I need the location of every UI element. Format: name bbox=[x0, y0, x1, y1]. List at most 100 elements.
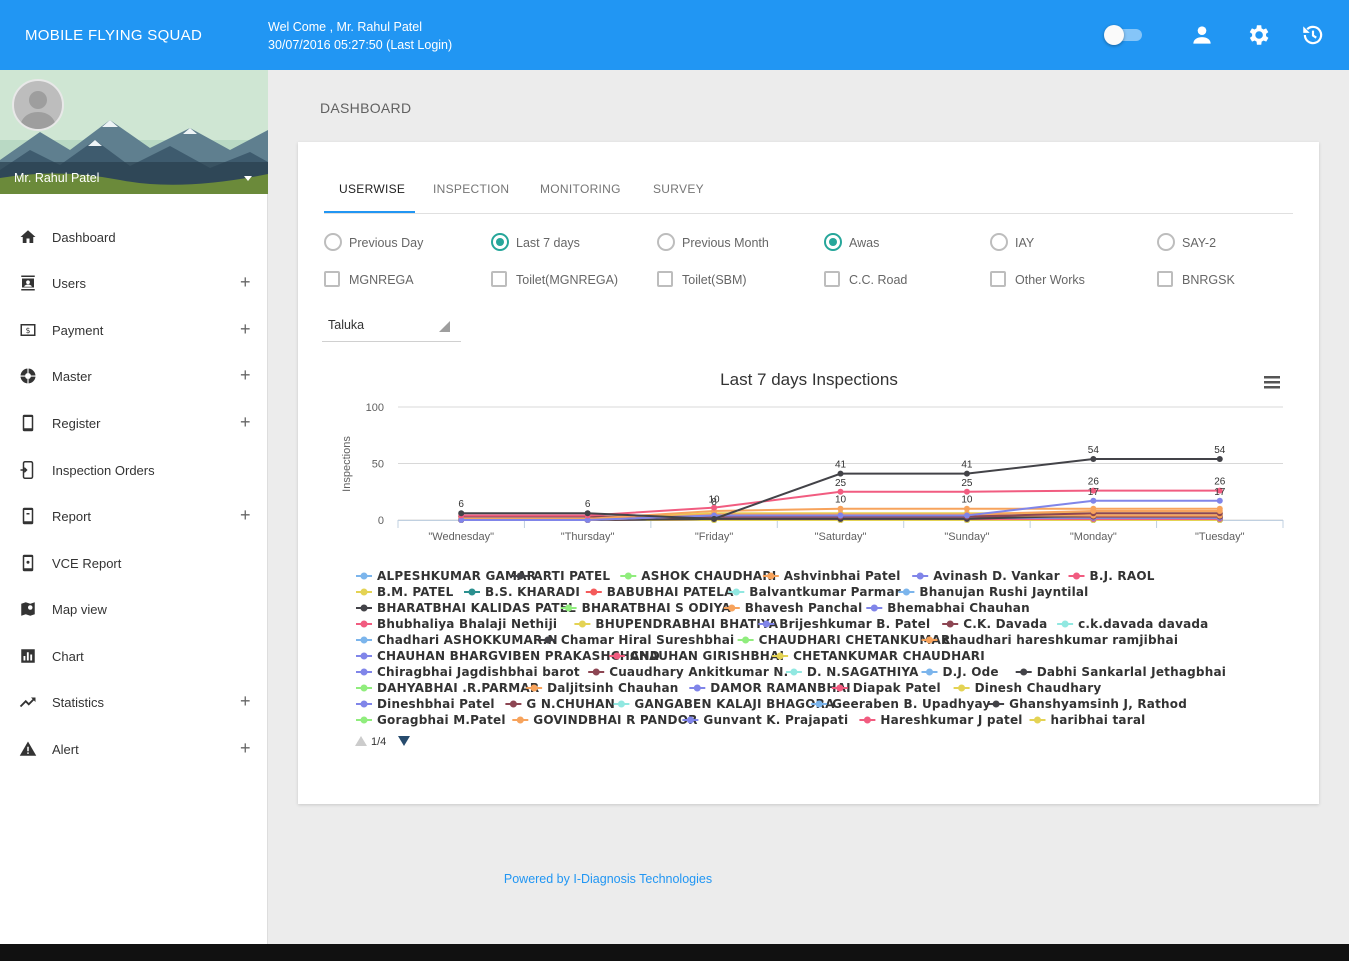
legend-swatch-marker bbox=[836, 684, 844, 692]
data-label: 6 bbox=[585, 499, 591, 510]
sidebar-item-payment[interactable]: $ Payment + bbox=[0, 307, 268, 353]
sidebar-item-inspection-orders[interactable]: Inspection Orders bbox=[0, 447, 268, 493]
legend-item-label: C.K. Davada bbox=[963, 617, 1047, 631]
sidebar-item-map-view[interactable]: Map view bbox=[0, 586, 268, 632]
radio-label: Last 7 days bbox=[516, 236, 580, 250]
expand-plus-icon[interactable]: + bbox=[240, 412, 251, 432]
sidebar-item-vce-report[interactable]: VCE Report bbox=[0, 540, 268, 586]
expand-plus-icon[interactable]: + bbox=[240, 691, 251, 711]
legend-swatch-marker bbox=[516, 572, 524, 580]
legend-item-label: Dinesh Chaudhary bbox=[975, 681, 1102, 695]
legend-swatch-marker bbox=[1034, 716, 1041, 724]
data-point bbox=[837, 488, 844, 495]
radio-label: SAY-2 bbox=[1182, 236, 1217, 250]
sidebar-item-master[interactable]: Master + bbox=[0, 353, 268, 399]
sidebar-item-chart[interactable]: Chart bbox=[0, 633, 268, 679]
legend-item-label: DAMOR RAMANBHAI bbox=[710, 681, 851, 695]
expand-plus-icon[interactable]: + bbox=[240, 505, 251, 525]
x-tick-label: "Friday" bbox=[695, 531, 733, 543]
legend-swatch-marker bbox=[360, 684, 368, 692]
data-point bbox=[584, 517, 591, 523]
data-point bbox=[963, 512, 970, 519]
hamburger-menu-icon[interactable] bbox=[1264, 376, 1280, 389]
expand-plus-icon[interactable]: + bbox=[240, 738, 251, 758]
welcome-text: Wel Come , Mr. Rahul Patel bbox=[268, 20, 422, 34]
radio-circle bbox=[990, 233, 1008, 251]
tab-survey[interactable]: SURVEY bbox=[653, 182, 704, 196]
legend-item-label: Bhemabhai Chauhan bbox=[887, 601, 1030, 615]
avatar[interactable] bbox=[12, 79, 64, 131]
tab-inspection[interactable]: INSPECTION bbox=[433, 182, 510, 196]
y-tick-label: 50 bbox=[372, 459, 384, 471]
legend-item-label: GOVINDBHAI R PANDOR bbox=[533, 713, 697, 727]
data-point bbox=[1090, 487, 1097, 494]
data-point bbox=[1216, 455, 1223, 462]
legend-item-label: BHUPENDRABHAI BHATIYA bbox=[595, 617, 778, 631]
checkbox-label: BNRGSK bbox=[1182, 273, 1235, 287]
legend-swatch-marker bbox=[1061, 620, 1069, 628]
data-label: 6 bbox=[458, 499, 464, 510]
legend-swatch-marker bbox=[926, 668, 933, 676]
tab-userwise[interactable]: USERWISE bbox=[339, 182, 406, 196]
profile-name[interactable]: Mr. Rahul Patel bbox=[14, 171, 100, 185]
data-point bbox=[1090, 497, 1097, 504]
tab-monitoring[interactable]: MONITORING bbox=[540, 182, 621, 196]
legend-item-label: B.S. KHARADI bbox=[485, 585, 580, 599]
taluka-select[interactable]: Taluka bbox=[322, 314, 461, 342]
expand-plus-icon[interactable]: + bbox=[240, 319, 251, 339]
checkbox-label: MGNREGA bbox=[349, 273, 414, 287]
sidebar-item-label: Statistics bbox=[52, 695, 105, 710]
welcome-block: Wel Come , Mr. Rahul Patel 30/07/2016 05… bbox=[268, 18, 452, 54]
legend-item-label: G N.CHUHAN bbox=[526, 697, 615, 711]
home-icon bbox=[19, 228, 37, 246]
data-point bbox=[837, 505, 844, 512]
contacts-icon bbox=[19, 274, 37, 292]
legend-item-label: Chamar Hiral Sureshbhai bbox=[561, 633, 734, 647]
warning-icon bbox=[19, 740, 37, 758]
data-point bbox=[1216, 487, 1223, 494]
sidebar-item-statistics[interactable]: Statistics + bbox=[0, 679, 268, 725]
sidebar-item-dashboard[interactable]: Dashboard bbox=[0, 214, 268, 260]
legend-swatch-marker bbox=[742, 636, 750, 644]
legend-item-label: Bhanujan Rushi Jayntilal bbox=[919, 585, 1088, 599]
legend-swatch-marker bbox=[1073, 572, 1080, 580]
sidebar-item-report[interactable]: Report + bbox=[0, 493, 268, 539]
user-icon[interactable] bbox=[1189, 22, 1215, 48]
data-label: 26 bbox=[1214, 477, 1226, 488]
data-point bbox=[963, 505, 970, 512]
history-icon[interactable] bbox=[1300, 22, 1326, 48]
legend-swatch-marker bbox=[360, 620, 368, 628]
x-tick-label: "Thursday" bbox=[561, 531, 615, 543]
sidebar-item-register[interactable]: Register + bbox=[0, 400, 268, 446]
menu-bar bbox=[1264, 381, 1280, 384]
gear-icon[interactable] bbox=[1245, 22, 1271, 48]
sidebar-item-label: Map view bbox=[52, 602, 107, 617]
chevron-down-icon[interactable] bbox=[244, 176, 252, 181]
legend-swatch-marker bbox=[902, 588, 910, 596]
data-label: 54 bbox=[1214, 445, 1226, 456]
legend-item-label: Goragbhai M.Patel bbox=[377, 713, 506, 727]
sidebar-item-alert[interactable]: Alert + bbox=[0, 726, 268, 772]
legend-swatch-marker bbox=[468, 588, 476, 596]
phone-link-icon bbox=[19, 461, 37, 479]
checkbox-box bbox=[824, 271, 840, 287]
legend-item-label: Hareshkumar J patel bbox=[880, 713, 1022, 727]
legend-swatch-marker bbox=[613, 652, 621, 660]
legend-swatch-marker bbox=[776, 652, 784, 660]
expand-plus-icon[interactable]: + bbox=[240, 365, 251, 385]
sidebar: Mr. Rahul Patel Dashboard Users + $ Paym… bbox=[0, 70, 268, 944]
legend-swatch-marker bbox=[360, 716, 368, 724]
legend-item-label: Gunvant K. Prajapati bbox=[703, 713, 848, 727]
legend-item-label: BHARATBHAI KALIDAS PATEL bbox=[377, 601, 576, 615]
active-tab-indicator bbox=[324, 211, 415, 213]
tablet-icon bbox=[19, 414, 37, 432]
footer-powered-by[interactable]: Powered by I-Diagnosis Technologies bbox=[503, 872, 713, 886]
inspections-line-chart: Last 7 days Inspections 0 50 100 "Wednesday"… bbox=[341, 370, 1284, 748]
legend-item-label: CHAUDHARI CHETANKUMAR bbox=[759, 633, 951, 647]
expand-plus-icon[interactable]: + bbox=[240, 272, 251, 292]
sidebar-item-users[interactable]: Users + bbox=[0, 260, 268, 306]
data-point bbox=[837, 512, 844, 519]
theme-toggle[interactable] bbox=[1104, 25, 1142, 45]
legend-swatch-marker bbox=[926, 636, 933, 644]
payment-icon: $ bbox=[19, 321, 37, 339]
